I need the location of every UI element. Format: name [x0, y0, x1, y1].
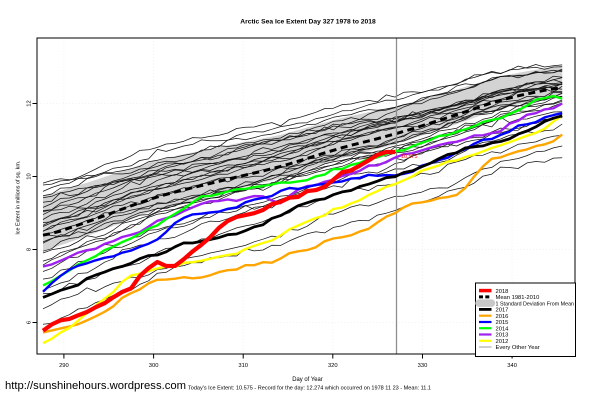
- svg-text:1 Standard Deviation From Mean: 1 Standard Deviation From Mean: [496, 301, 575, 307]
- svg-text:Every Other Year: Every Other Year: [496, 345, 540, 351]
- svg-text:6: 6: [27, 321, 33, 324]
- svg-text:2015: 2015: [496, 320, 509, 326]
- svg-text:290: 290: [59, 363, 69, 369]
- svg-text:2014: 2014: [496, 326, 510, 332]
- svg-text:330: 330: [418, 363, 428, 369]
- svg-text:2013: 2013: [496, 333, 509, 339]
- svg-text:320: 320: [328, 363, 338, 369]
- svg-text:2017: 2017: [496, 308, 509, 314]
- svg-text:8: 8: [27, 248, 33, 251]
- svg-text:10: 10: [27, 173, 33, 179]
- svg-text:12: 12: [27, 100, 33, 106]
- svg-text:Mean 1981-2010: Mean 1981-2010: [496, 295, 540, 301]
- svg-text:Ice Extent in millions of sq.: Ice Extent in millions of sq. km.: [15, 161, 21, 235]
- svg-text:10.575: 10.575: [401, 154, 418, 160]
- svg-text:2018: 2018: [496, 289, 509, 295]
- svg-text:Today's Ice Extent: 10.575 -: Today's Ice Extent: 10.575 - Record for …: [188, 386, 431, 392]
- svg-text:http://sunshinehours.wordpress: http://sunshinehours.wordpress.com: [5, 380, 186, 392]
- svg-text:310: 310: [238, 363, 248, 369]
- svg-text:300: 300: [149, 363, 159, 369]
- svg-text:2012: 2012: [496, 339, 509, 345]
- svg-text:340: 340: [507, 363, 517, 369]
- svg-text:Arctic Sea Ice Extent Day 327: Arctic Sea Ice Extent Day 327 1978 to 20…: [240, 19, 376, 26]
- svg-text:2016: 2016: [496, 314, 509, 320]
- svg-text:Day of Year: Day of Year: [292, 376, 323, 383]
